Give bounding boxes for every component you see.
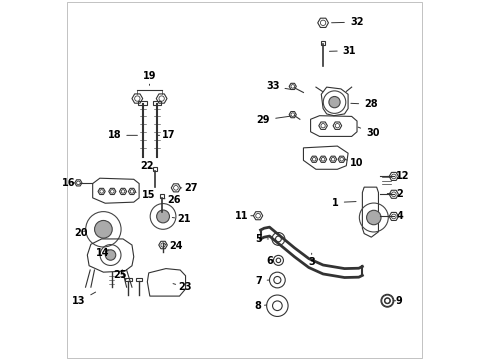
Text: 11: 11	[234, 211, 253, 221]
Text: 23: 23	[173, 282, 191, 292]
Text: 10: 10	[344, 158, 363, 168]
Circle shape	[105, 250, 116, 260]
Text: 24: 24	[165, 241, 182, 251]
Text: 22: 22	[140, 161, 153, 171]
Text: 26: 26	[163, 195, 181, 204]
Text: 17: 17	[157, 130, 176, 140]
Circle shape	[328, 96, 340, 108]
Text: 7: 7	[254, 276, 269, 286]
Text: 33: 33	[265, 81, 291, 91]
Bar	[152, 101, 161, 105]
Bar	[136, 278, 142, 281]
Text: 28: 28	[350, 99, 377, 109]
Text: 1: 1	[331, 198, 355, 207]
Bar	[160, 194, 164, 198]
Text: 5: 5	[254, 234, 268, 244]
Text: 25: 25	[113, 270, 126, 280]
Text: 31: 31	[329, 46, 355, 56]
Text: 13: 13	[72, 292, 96, 306]
Bar	[138, 101, 147, 105]
Text: 4: 4	[386, 211, 402, 221]
Circle shape	[366, 210, 380, 225]
Text: 15: 15	[134, 190, 155, 200]
Text: 18: 18	[107, 130, 137, 140]
Text: 16: 16	[62, 178, 76, 188]
Bar	[320, 41, 325, 45]
Text: 20: 20	[74, 228, 88, 238]
Text: 3: 3	[307, 253, 314, 267]
Text: 8: 8	[254, 301, 266, 311]
Circle shape	[156, 210, 169, 223]
Circle shape	[94, 220, 112, 238]
Text: 19: 19	[142, 71, 156, 85]
Bar	[153, 167, 157, 171]
Text: 30: 30	[357, 127, 379, 138]
Text: 6: 6	[266, 256, 273, 266]
Text: 14: 14	[96, 248, 109, 258]
Text: 32: 32	[331, 17, 363, 27]
Text: 9: 9	[392, 296, 401, 306]
Text: 2: 2	[386, 189, 402, 199]
Text: 27: 27	[180, 183, 198, 193]
Text: 12: 12	[386, 171, 409, 181]
Bar	[125, 278, 131, 281]
Text: 21: 21	[172, 214, 190, 224]
Text: 29: 29	[256, 115, 290, 125]
